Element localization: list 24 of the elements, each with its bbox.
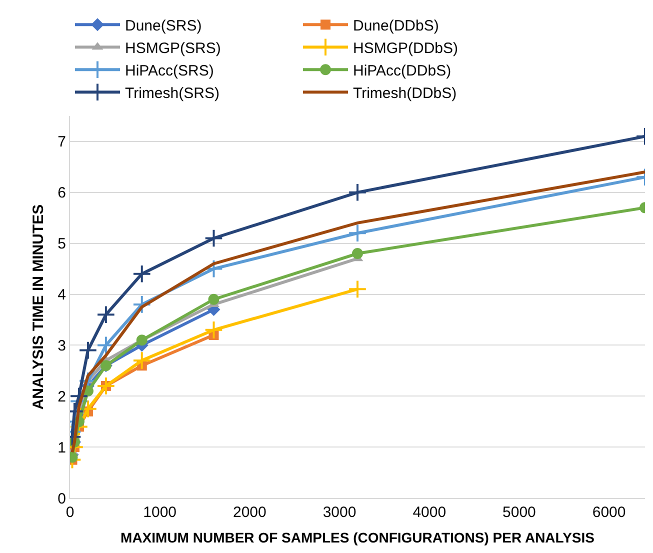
legend-label: HiPAcc(SRS) <box>125 62 214 80</box>
y-tick-label: 4 <box>58 286 66 304</box>
x-tick-label: 5000 <box>502 504 536 521</box>
y-tick-label: 3 <box>58 337 66 354</box>
y-axis-title: ANALYSIS TIME IN MINUTES <box>30 204 47 410</box>
x-tick-label: 6000 <box>592 504 626 521</box>
x-tick-label: 3000 <box>322 504 356 521</box>
y-tick-label: 5 <box>58 236 66 253</box>
legend-label: HSMGP(SRS) <box>125 40 221 57</box>
legend-label: Dune(SRS) <box>125 17 202 34</box>
legend-label: HiPAcc(DDbS) <box>353 62 452 80</box>
y-tick-label: 1 <box>58 439 66 456</box>
x-axis-title: MAXIMUM NUMBER OF SAMPLES (CONFIGURATIONS) PER ANALYSIS <box>120 529 594 546</box>
y-tick-label: 0 <box>58 490 66 508</box>
legend-label: Trimesh(SRS) <box>125 84 220 102</box>
x-tick-label: 1000 <box>143 504 177 521</box>
y-tick-label: 2 <box>58 388 66 406</box>
legend-label: HSMGP(DDbS) <box>353 40 458 57</box>
x-tick-label: 4000 <box>412 504 446 521</box>
y-tick-label: 7 <box>58 134 66 151</box>
legend-label: Trimesh(DDbS) <box>353 84 457 102</box>
x-tick-label: 2000 <box>233 504 266 521</box>
y-tick-label: 6 <box>58 184 66 202</box>
legend-label: Dune(DDbS) <box>353 17 439 34</box>
